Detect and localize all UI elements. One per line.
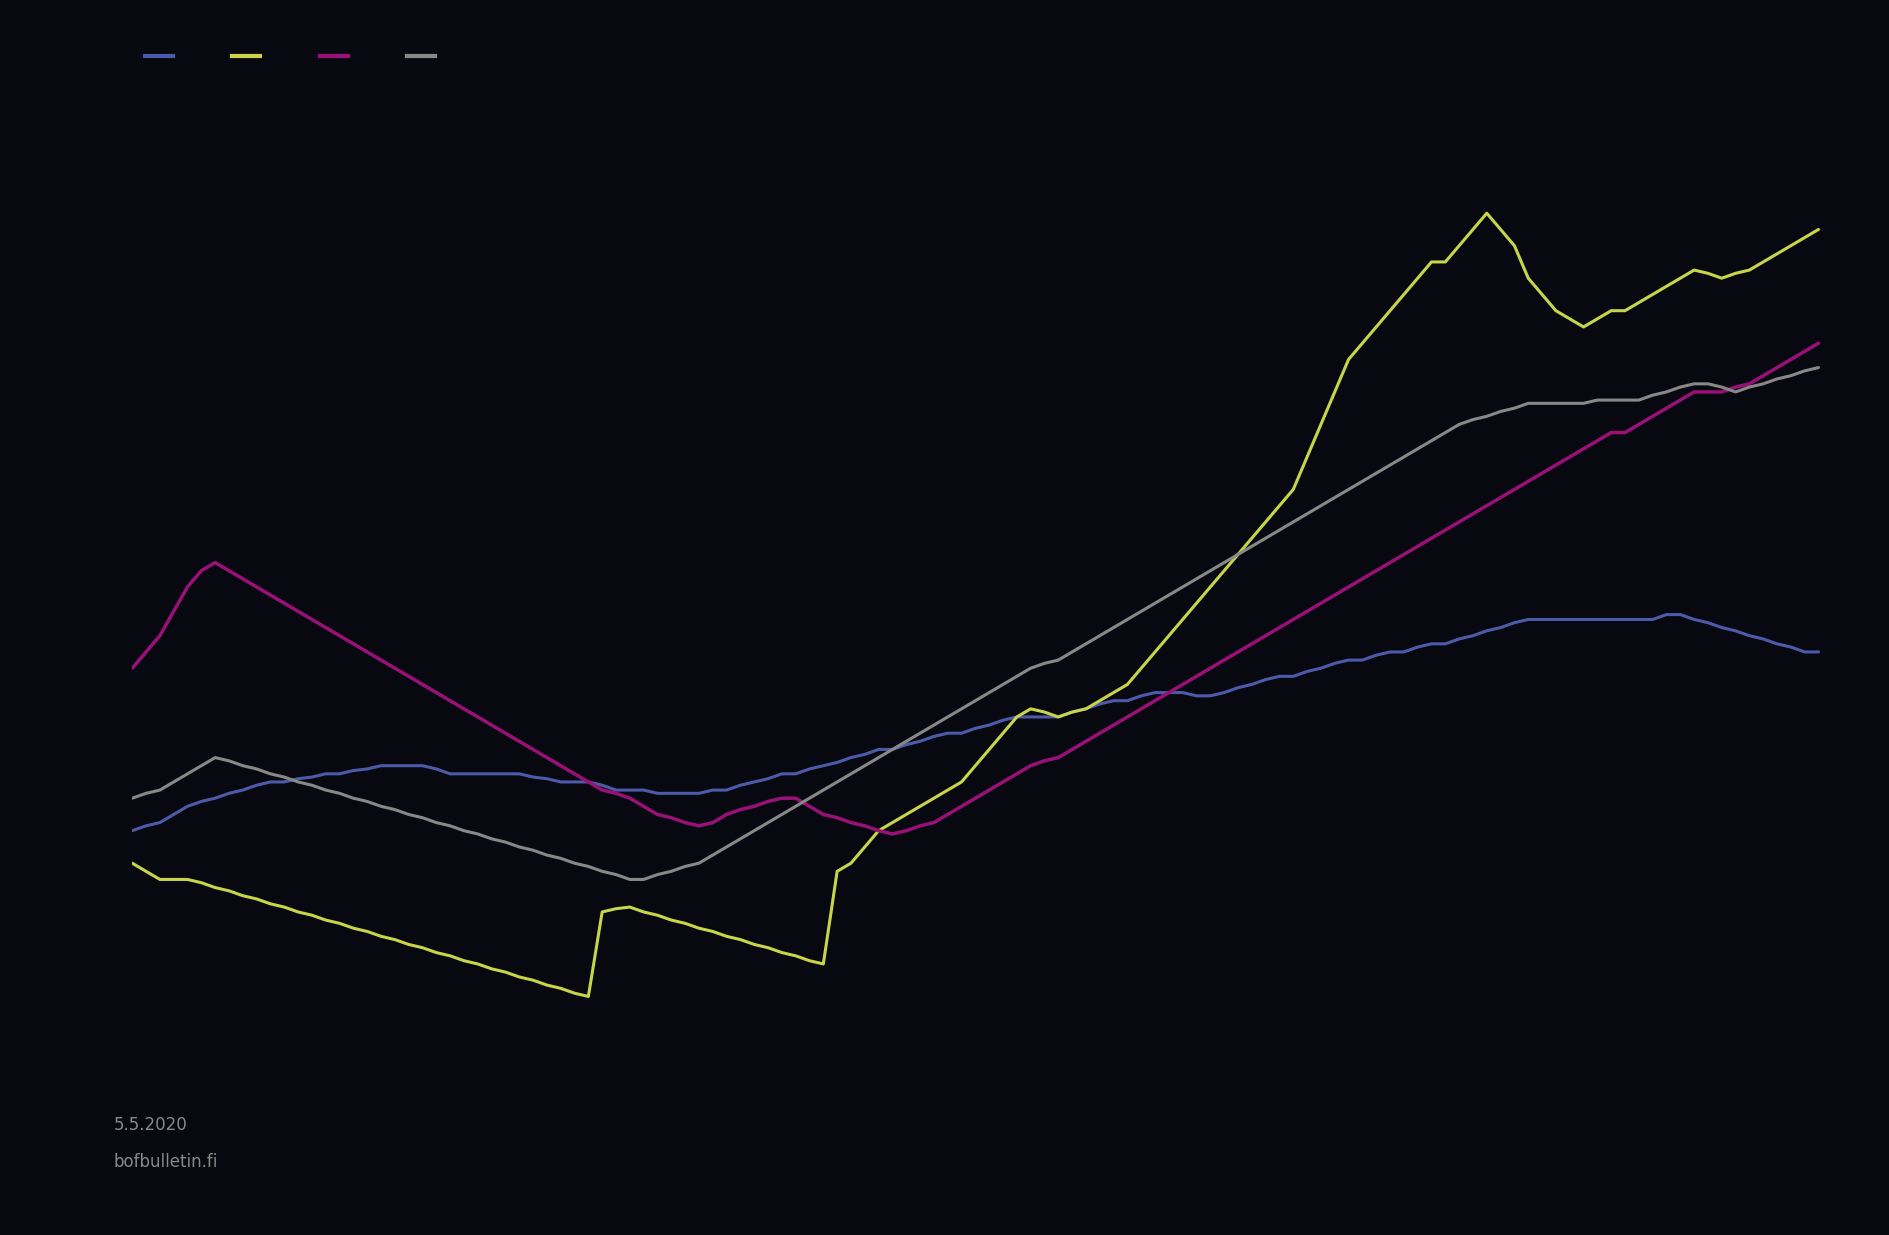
Text: 5.5.2020: 5.5.2020 [113,1116,187,1134]
Text: bofbulletin.fi: bofbulletin.fi [113,1153,217,1171]
Legend: , , , : , , , [140,44,444,69]
